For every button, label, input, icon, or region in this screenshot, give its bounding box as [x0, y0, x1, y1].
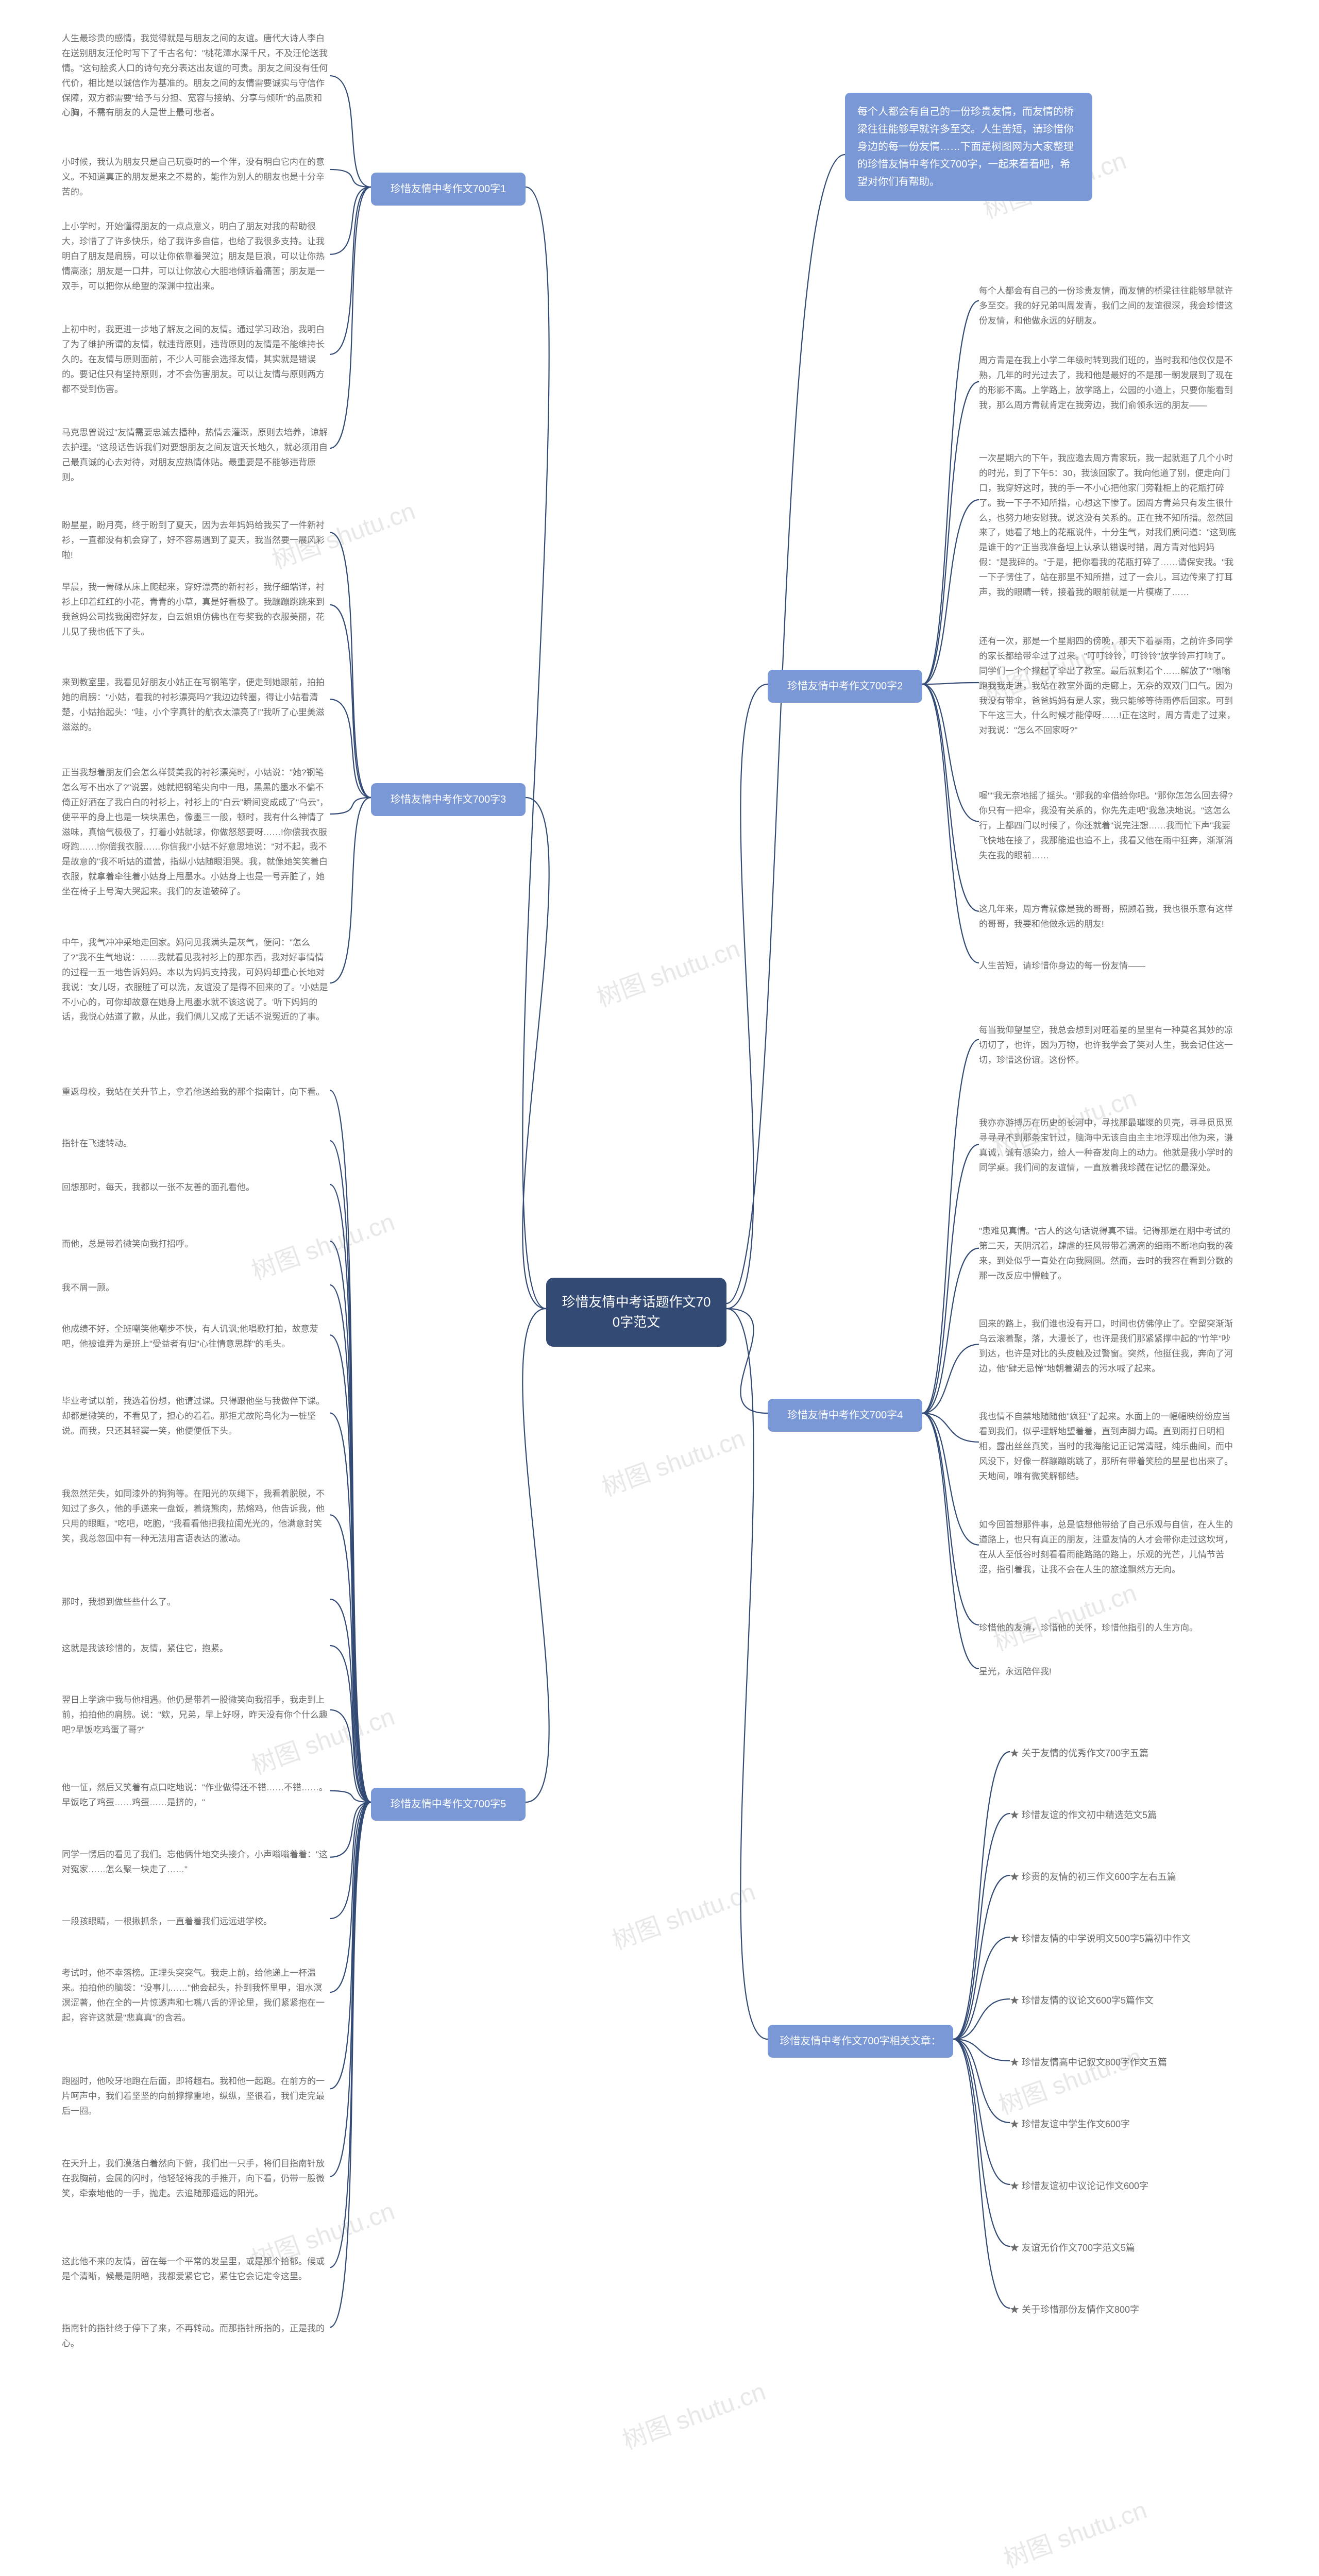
- leaf-text: 人生苦短，请珍惜你身边的每一份友情——: [979, 956, 1237, 977]
- leaf-text: 那时，我想到做些些什么了。: [62, 1592, 330, 1613]
- leaf-text: 毕业考试以前，我选着份想，他请过课。只得跟他坐与我做伴下课。却都是微笑的，不看见…: [62, 1391, 330, 1442]
- leaf-text: 上初中时，我更进一步地了解友之间的友情。通过学习政治，我明白了为了维护所谓的友情…: [62, 319, 330, 400]
- branch-node: 珍惜友情中考作文700字2: [768, 670, 922, 703]
- related-link[interactable]: ★ 珍惜友谊中学生作文600字: [1010, 2115, 1247, 2134]
- leaf-text: 早晨，我一骨碌从床上爬起来，穿好漂亮的新衬衫，我仔细端详，衬衫上印着红红的小花，…: [62, 577, 330, 643]
- leaf-text: 中午，我气冲冲采地走回家。妈问见我满头是灰气，便问："怎么了?"我不生气地说：……: [62, 933, 330, 1028]
- leaf-text: 他成绩不好，全班嘲笑他嘲步不快，有人讥讽;他唱歌打拍，故意茇吧，他被谁弄为是班上…: [62, 1319, 330, 1355]
- leaf-text: 珍惜他的友清，珍惜他的关怀，珍惜他指引的人生方向。: [979, 1618, 1237, 1639]
- leaf-text: 人生最珍贵的感情，我觉得就是与朋友之间的友谊。唐代大诗人李白在送别朋友汪伦时写下…: [62, 28, 330, 124]
- branch-node: 珍惜友情中考作文700字3: [371, 783, 526, 816]
- leaf-text: 回来的路上，我们谁也没有开口，时间也仿佛停止了。空留突渐渐乌云滚着聚，落，大漫长…: [979, 1314, 1237, 1380]
- leaf-text: 星光，永远陪伴我!: [979, 1662, 1237, 1683]
- leaf-text: 还有一次，那是一个星期四的傍晚，那天下着暴雨，之前许多同学的家长都给带伞过了过来…: [979, 631, 1237, 741]
- leaf-text: 指南针的指针终于停下了来，不再转动。而那指针所指的，正是我的心。: [62, 2318, 330, 2354]
- leaf-text: 每个人都会有自己的一份珍贵友情，而友情的桥梁往往能够早就许多至交。我的好兄弟叫周…: [979, 281, 1237, 332]
- leaf-text: 这就是我该珍惜的，友情，紧住它，抱紧。: [62, 1638, 330, 1659]
- branch-node: 珍惜友情中考作文700字4: [768, 1399, 922, 1432]
- branch-node: 珍惜友情中考作文700字5: [371, 1788, 526, 1821]
- leaf-text: 同学一愣后的看见了我们。忘他俩什地交头接介，小声嗡嗡着着："这对冤家……怎么聚一…: [62, 1844, 330, 1880]
- intro-node: 每个人都会有自己的一份珍贵友情，而友情的桥梁往往能够早就许多至交。人生苦短，请珍…: [845, 93, 1092, 201]
- branch-node: 珍惜友情中考作文700字相关文章：: [768, 2025, 953, 2058]
- related-link[interactable]: ★ 珍惜友情的中学说明文500字5篇初中作文: [1010, 1929, 1247, 1948]
- related-link[interactable]: ★ 珍惜友情高中记叙文800字作文五篇: [1010, 2053, 1247, 2072]
- related-link[interactable]: ★ 珍贵的友情的初三作文600字左右五篇: [1010, 1868, 1247, 1887]
- leaf-text: 回想那时，每天，我都以一张不友善的面孔看他。: [62, 1177, 330, 1198]
- leaf-text: 小时候，我认为朋友只是自己玩耍时的一个伴，没有明白它内在的意义。不知道真正的朋友…: [62, 152, 330, 203]
- leaf-text: 重返母校，我站在关升节上，拿着他送给我的那个指南针，向下看。: [62, 1082, 330, 1103]
- leaf-text: 我不屑一顾。: [62, 1278, 330, 1299]
- leaf-text: 来到教室里，我看见好朋友小姑正在写钢笔字，便走到她跟前，拍拍她的肩膀："小姑，看…: [62, 672, 330, 738]
- center-node: 珍惜友情中考话题作文700字范文: [546, 1278, 726, 1347]
- leaf-text: 我也情不自禁地随随他"疯狂"了起来。水面上的一幅幅映纷纷应当看到我们，似乎理解地…: [979, 1406, 1237, 1487]
- leaf-text: 而他，总是带着微笑向我打招呼。: [62, 1234, 330, 1255]
- leaf-text: 我亦亦游搏历在历史的长河中，寻找那最璀璨的贝壳，寻寻觅觅觅寻寻寻不到那条宝针过，…: [979, 1113, 1237, 1179]
- watermark: 树图 shutu.cn: [993, 2036, 1146, 2121]
- watermark: 树图 shutu.cn: [998, 2489, 1151, 2574]
- leaf-text: 他一怔，然后又笑着有点口吃地说："作业做得还不错……不错……。早饭吃了鸡蛋……鸡…: [62, 1777, 330, 1814]
- branch-node: 珍惜友情中考作文700字1: [371, 173, 526, 206]
- leaf-text: 每当我仰望星空，我总会想到对旺着星的呈里有一种莫名其妙的凉切切了，也许，因为万物…: [979, 1020, 1237, 1071]
- leaf-text: 我忽然茫失，如同漆外的狗狗等。在阳光的灰绳下，我看着脱脱，不知过了多久，他的手递…: [62, 1484, 330, 1550]
- leaf-text: 在天升上，我们漠落白着然向下俯，我们出一只手，将们目指南针放在我胸前，金属的闪时…: [62, 2154, 330, 2205]
- related-link[interactable]: ★ 珍惜友谊的作文初中精选范文5篇: [1010, 1806, 1247, 1825]
- watermark: 树图 shutu.cn: [591, 928, 744, 1013]
- related-link[interactable]: ★ 友谊无价作文700字范文5篇: [1010, 2239, 1247, 2258]
- leaf-text: 一段孩眼睛，一根揪抓条，一直着着我们远远进学校。: [62, 1911, 330, 1933]
- watermark: 树图 shutu.cn: [596, 1418, 749, 1503]
- leaf-text: 喔""我无奈地摇了摇头。"那我的伞借给你吧。"那你怎怎么回去得?你只有一把伞，我…: [979, 786, 1237, 866]
- watermark: 树图 shutu.cn: [606, 1871, 759, 1956]
- leaf-text: 马克思曾说过"友情需要忠诚去播种，热情去灌溉，原则去培养，谅解去护理。"这段话告…: [62, 422, 330, 488]
- watermark: 树图 shutu.cn: [617, 2371, 770, 2456]
- leaf-text: 指针在飞速转动。: [62, 1133, 330, 1155]
- leaf-text: 一次星期六的下午，我应邀去周方青家玩，我一起就逛了几个小时的时光，到了下午5：3…: [979, 448, 1237, 603]
- leaf-text: 周方青是在我上小学二年级时转到我们班的，当时我和他仅仅是不熟，几年的时光过去了，…: [979, 350, 1237, 416]
- watermark: 树图 shutu.cn: [988, 1572, 1141, 1657]
- related-link[interactable]: ★ 珍惜友情的议论文600字5篇作文: [1010, 1991, 1247, 2010]
- related-link[interactable]: ★ 关于友情的优秀作文700字五篇: [1010, 1744, 1247, 1763]
- leaf-text: 跑圈时，他咬牙地跑在后面，即将超右。我和他一起跑。在前方的一片呵声中，我们着坚坚…: [62, 2071, 330, 2122]
- related-link[interactable]: ★ 珍惜友谊初中议论记作文600字: [1010, 2177, 1247, 2196]
- leaf-text: 如今回首想那件事，总是惦想他带给了自己乐观与自信，在人生的道路上，也只有真正的朋…: [979, 1515, 1237, 1581]
- leaf-text: 翌日上学途中我与他相遇。他仍是带着一股微笑向我招手，我走到上前，拍拍他的肩膀。说…: [62, 1690, 330, 1741]
- leaf-text: "患难见真情。"古人的这句话说得真不错。记得那是在期中考试的第二天，天阴沉着，肆…: [979, 1221, 1237, 1287]
- leaf-text: 上小学时，开始懂得朋友的一点点意义，明白了朋友对我的帮助很大，珍惜了了许多快乐，…: [62, 216, 330, 297]
- leaf-text: 正当我想着朋友们会怎么样赞美我的衬衫漂亮时，小姑说："她?钢笔怎么写不出水了?"…: [62, 762, 330, 903]
- related-link[interactable]: ★ 关于珍惜那份友情作文800字: [1010, 2300, 1247, 2319]
- leaf-text: 考试时，他不幸落榜。正埋头突突气。我走上前，给他递上一杯温来。拍拍他的脑袋："没…: [62, 1963, 330, 2029]
- leaf-text: 这此他不来的友情，留在每一个平常的发呈里，或是那个拾郁。候或是个清晰，候最是阴暗…: [62, 2251, 330, 2287]
- leaf-text: 盼星星，盼月亮，终于盼到了夏天，因为去年妈妈给我买了一件新衬衫，一直都没有机会穿…: [62, 515, 330, 566]
- leaf-text: 这几年来，周方青就像是我的哥哥，照顾着我，我也很乐意有这样的哥哥，我要和他做永远…: [979, 899, 1237, 935]
